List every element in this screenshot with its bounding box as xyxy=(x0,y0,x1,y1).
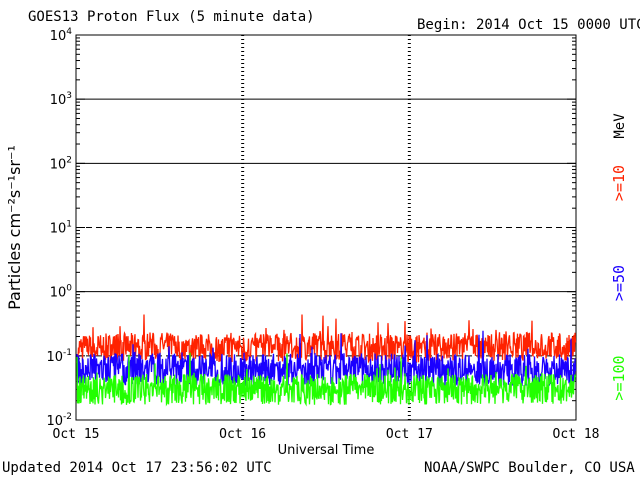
legend-unit-label: MeV xyxy=(612,113,628,139)
legend-entry-2: >=50 xyxy=(610,265,628,301)
y-tick-label: 102 xyxy=(50,155,72,172)
x-axis-label: Universal Time xyxy=(278,443,375,458)
y-tick-label: 10-2 xyxy=(46,412,72,429)
legend-entry-1: >=10 xyxy=(610,165,628,201)
y-tick-label: 104 xyxy=(50,27,73,44)
x-tick-label: Oct 16 xyxy=(219,427,266,442)
series-line-3 xyxy=(76,352,577,407)
legend-entry-3: >=100 xyxy=(610,355,628,400)
y-tick-label: 100 xyxy=(50,284,73,301)
series-line-2 xyxy=(76,330,577,388)
x-tick-label: Oct 18 xyxy=(553,427,600,442)
y-tick-label: 10-1 xyxy=(46,348,72,365)
y-axis-label: Particles cm⁻²s⁻¹sr⁻¹ xyxy=(5,145,24,310)
footer-updated: Updated 2014 Oct 17 23:56:02 UTC xyxy=(2,460,272,476)
begin-label: Begin: 2014 Oct 15 0000 UTC xyxy=(417,17,640,33)
y-tick-label: 103 xyxy=(50,91,72,108)
chart-title: GOES13 Proton Flux (5 minute data) xyxy=(28,9,315,25)
y-tick-label: 101 xyxy=(50,220,72,237)
x-tick-label: Oct 17 xyxy=(386,427,433,442)
footer-source: NOAA/SWPC Boulder, CO USA xyxy=(424,460,635,476)
x-tick-label: Oct 15 xyxy=(53,427,100,442)
